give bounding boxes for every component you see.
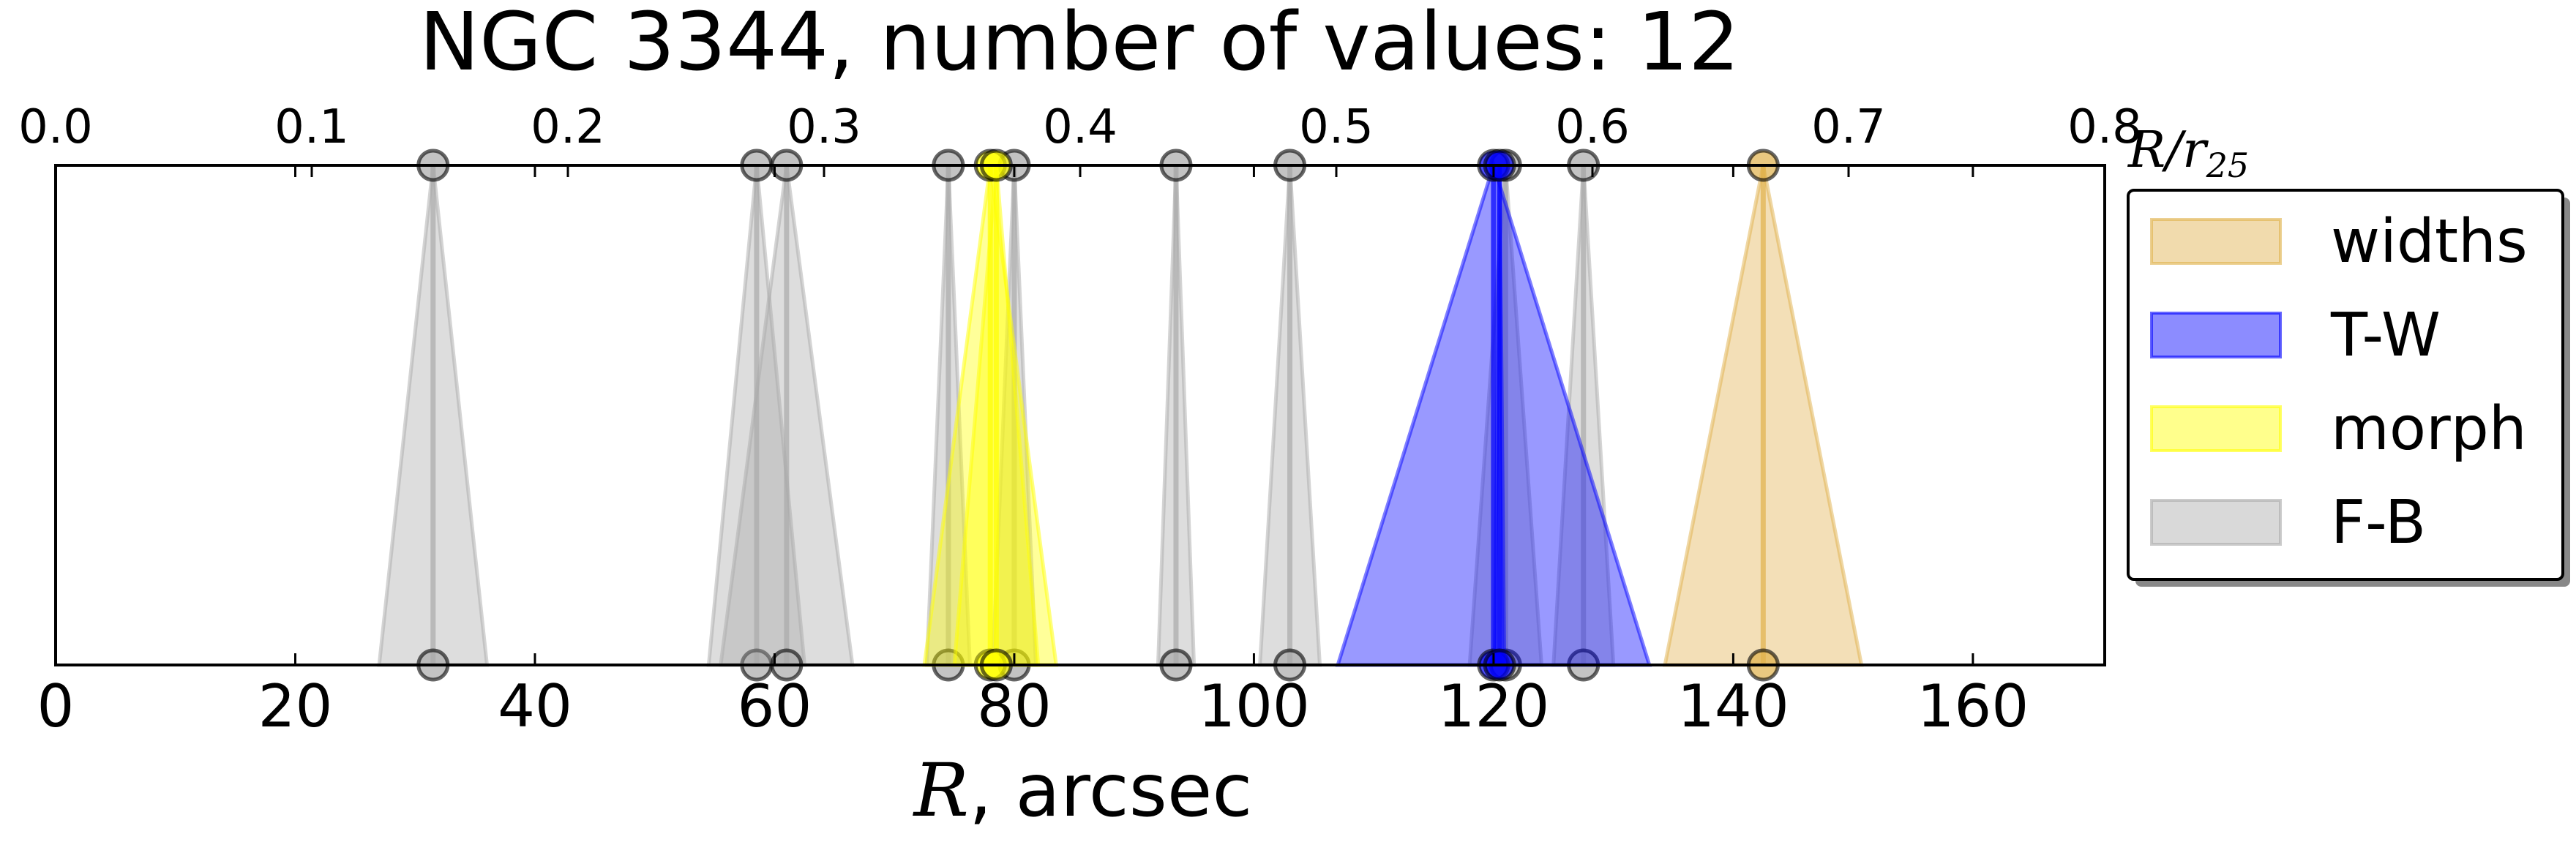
x-tick-label-7: 140 [1677, 672, 1789, 740]
legend: widths T-W morph F-B [2127, 189, 2570, 587]
x2-tick-label-7: 0.7 [1811, 100, 1886, 154]
x-axis-label: R, arcsec [913, 748, 1253, 833]
x-tick-label-8: 160 [1917, 672, 2029, 740]
x2-tick-label-2: 0.2 [531, 100, 605, 154]
x2-tick-label-3: 0.3 [787, 100, 861, 154]
top-axis-label-variable: R/r [2127, 121, 2209, 179]
x2-tick-label-8: 0.8 [2067, 100, 2142, 154]
x-tick-label-1: 20 [258, 672, 333, 740]
legend-items: widths T-W morph F-B [2150, 207, 2528, 557]
legend-label-widths: widths [2331, 207, 2528, 277]
x-axis-label-text: , arcsec [969, 748, 1252, 833]
x-axis-label-variable: R [913, 748, 969, 833]
top-axis: 0.0 0.1 0.2 0.3 0.4 0.5 0.6 0.7 0.8 [18, 100, 2142, 177]
legend-swatch-widths [2150, 218, 2282, 265]
chart-marks [377, 149, 1864, 682]
x2-tick-label-4: 0.4 [1043, 100, 1117, 154]
x2-tick-label-0: 0.0 [18, 100, 93, 154]
x-tick-label-3: 60 [738, 672, 812, 740]
x-tick-label-4: 80 [977, 672, 1052, 740]
legend-box [2127, 189, 2564, 581]
x-tick-label-6: 120 [1438, 672, 1550, 740]
x-tick-label-0: 0 [37, 672, 75, 740]
legend-swatch-f-b [2150, 499, 2282, 546]
legend-swatch-t-w [2150, 312, 2282, 358]
chart-title: NGC 3344, number of values: 12 [419, 0, 1740, 89]
legend-swatch-morph [2150, 405, 2282, 452]
top-axis-label-subscript: 25 [2206, 146, 2250, 185]
legend-label-f-b: F-B [2331, 488, 2426, 557]
bottom-axis: 0 20 40 60 80 100 120 140 160 [37, 165, 2029, 740]
legend-label-morph: morph [2331, 394, 2527, 464]
legend-label-t-w: T-W [2330, 301, 2441, 370]
x-tick-label-2: 40 [498, 672, 572, 740]
x2-tick-label-1: 0.1 [274, 100, 349, 154]
x2-tick-label-6: 0.6 [1555, 100, 1630, 154]
x-tick-label-5: 100 [1198, 672, 1310, 740]
x2-tick-label-5: 0.5 [1299, 100, 1374, 154]
top-axis-label: R/r25 [2127, 121, 2249, 185]
